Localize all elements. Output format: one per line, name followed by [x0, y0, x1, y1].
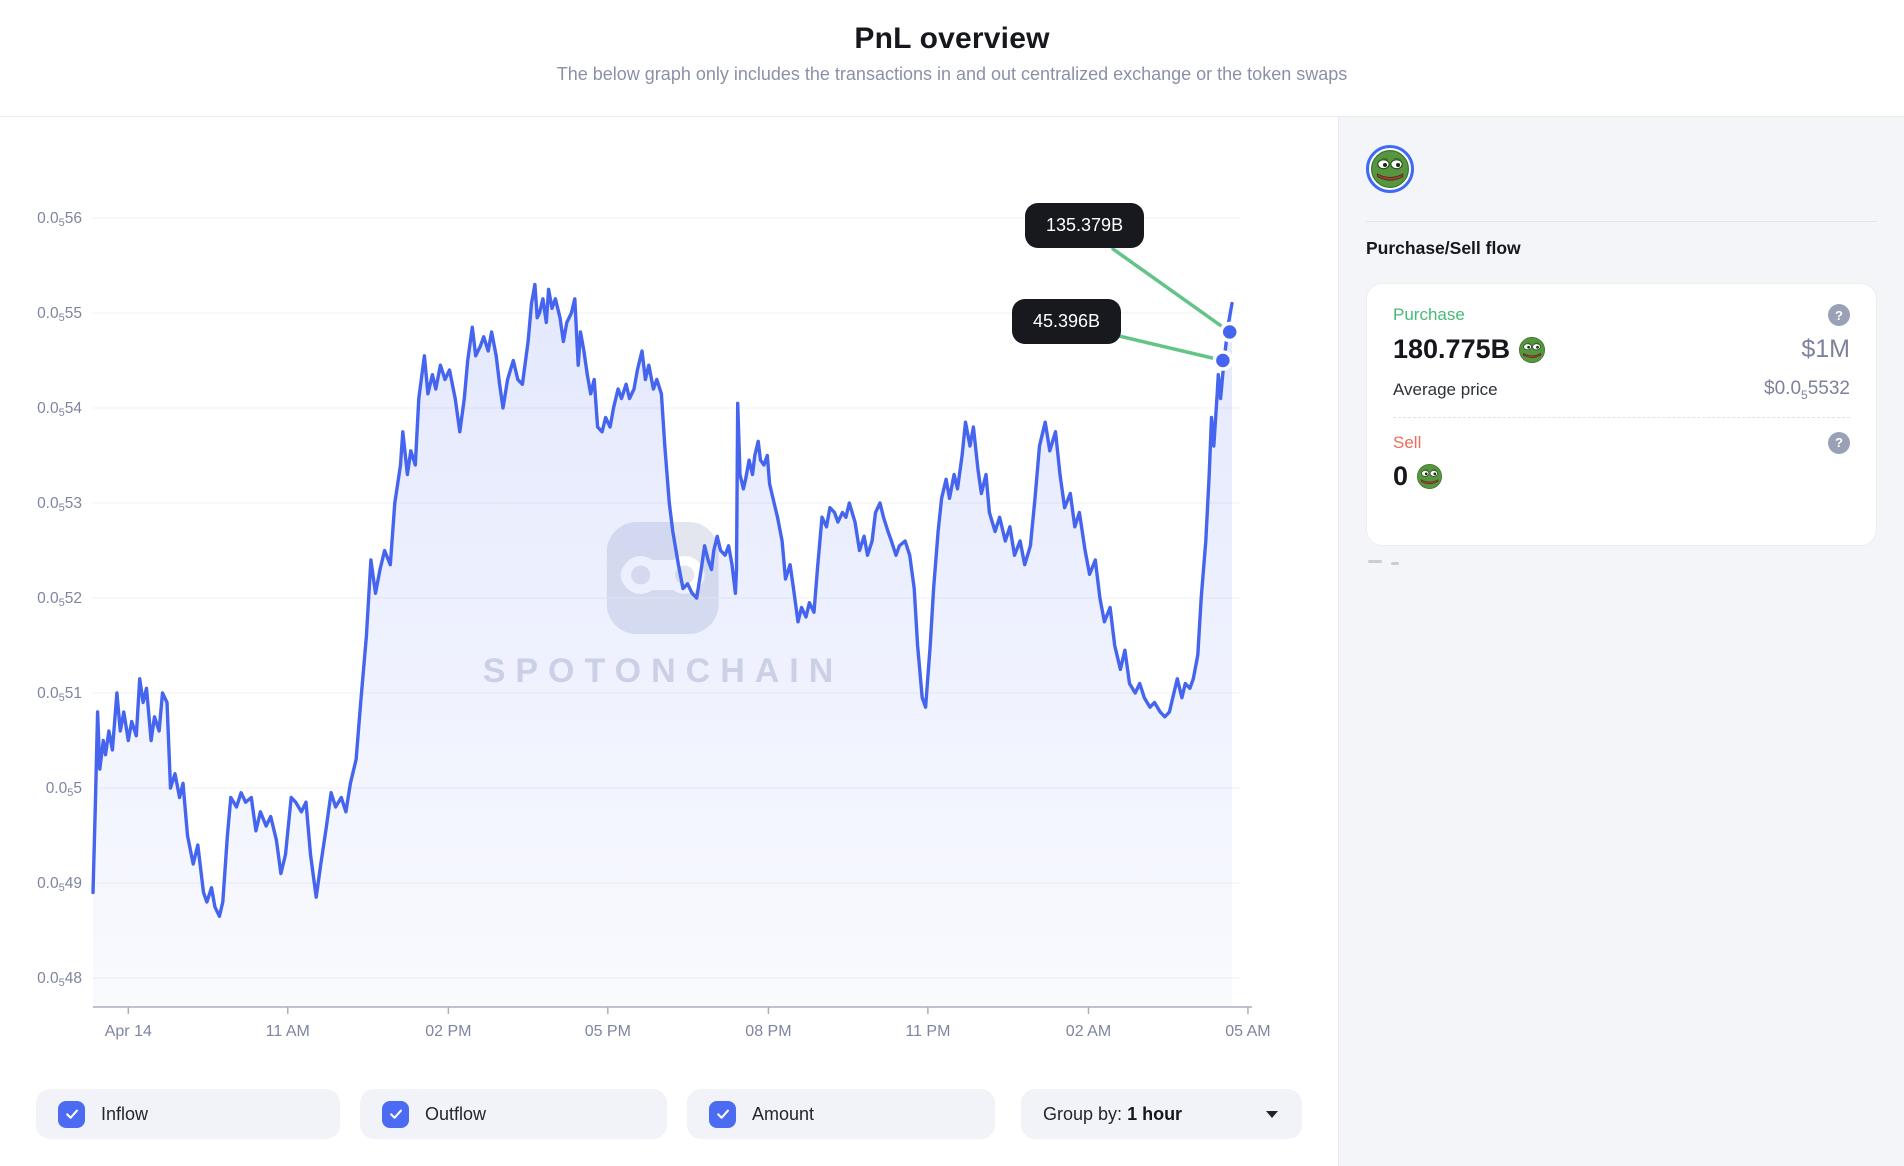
amount-toggle[interactable]: Amount	[687, 1089, 995, 1139]
sell-label: Sell	[1393, 432, 1422, 452]
average-price-label: Average price	[1393, 379, 1498, 399]
sidebar-divider	[1366, 221, 1877, 222]
inflow-checkbox[interactable]	[58, 1100, 85, 1128]
page-subtitle: The below graph only includes the transa…	[556, 64, 1348, 84]
purchase-label: Purchase	[1393, 305, 1465, 324]
check-icon	[65, 1109, 78, 1119]
x-axis-label: 08 PM	[745, 1023, 791, 1040]
end-point-marker	[1219, 321, 1240, 343]
avg-price-subscript: 5	[1801, 387, 1808, 402]
check-icon	[716, 1109, 729, 1119]
y-axis-label: 0.0556	[37, 210, 82, 229]
y-axis-label: 0.0553	[37, 495, 82, 514]
area-fill	[93, 284, 1232, 1007]
outflow-label: Outflow	[425, 1103, 487, 1124]
y-axis-label: 0.0551	[37, 685, 82, 704]
price-line	[91, 282, 1234, 918]
inflow-toggle[interactable]: Inflow	[36, 1089, 340, 1139]
inflow-label: Inflow	[101, 1103, 149, 1124]
amount-label: Amount	[752, 1103, 815, 1124]
x-axis-label: 05 AM	[1225, 1023, 1270, 1040]
purchase-sell-card: Purchase ? 180.775B $1M Average price $0…	[1366, 283, 1877, 546]
partial-scrolled-text	[1368, 560, 1382, 563]
x-axis-label: 02 PM	[425, 1023, 471, 1040]
sell-amount-value: 0	[1393, 460, 1409, 491]
x-axis-label: Apr 14	[105, 1023, 152, 1040]
pepe-icon	[1417, 463, 1443, 489]
chart-controls: Inflow Outflow Amount Group by: 1 hour	[0, 1089, 1338, 1139]
purchase-usd-value: $1M	[1801, 335, 1850, 363]
page-title: PnL overview	[854, 22, 1050, 55]
group-by-value: 1 hour	[1127, 1103, 1183, 1124]
chevron-down-icon	[1266, 1111, 1278, 1118]
group-by-dropdown[interactable]: Group by: 1 hour	[1021, 1089, 1302, 1139]
check-icon	[389, 1109, 402, 1119]
purchase-sell-sidebar[interactable]: Purchase/Sell flow Purchase ? 180.775B $…	[1338, 117, 1904, 1166]
inflow-amount-tooltip: 135.379B	[1025, 203, 1145, 248]
x-axis-label: 11 AM	[266, 1023, 310, 1040]
y-axis-label: 0.0552	[37, 590, 82, 609]
y-axis-label: 0.055	[46, 780, 82, 799]
outflow-amount-tooltip: 45.396B	[1012, 299, 1122, 344]
y-axis-label: 0.0555	[37, 305, 82, 324]
price-line-chart[interactable]: 0.0556 0.0555 0.0554 0.0553 0.0552 0.0551 0.05…	[0, 117, 1338, 1166]
avg-price-digits: 5532	[1807, 378, 1850, 399]
y-axis-label: 0.0548	[37, 970, 82, 989]
tooltip-connector-line	[1117, 334, 1225, 363]
pepe-token-icon	[1366, 145, 1414, 193]
pepe-icon	[1519, 336, 1546, 363]
pnl-chart-panel: SPOTONCHAIN 0.05560.05550.05540.05530.05…	[0, 117, 1338, 1166]
purchase-amount-value: 180.775B	[1393, 334, 1511, 364]
x-axis-label: 05 PM	[585, 1023, 631, 1040]
sell-help-icon[interactable]: ?	[1828, 431, 1850, 454]
group-by-text: Group by: 1 hour	[1043, 1104, 1182, 1125]
purchase-amount: 180.775B	[1393, 334, 1546, 365]
outflow-toggle[interactable]: Outflow	[360, 1089, 667, 1139]
partial-scrolled-text	[1391, 562, 1399, 565]
purchase-sell-flow-heading: Purchase/Sell flow	[1366, 238, 1521, 258]
group-by-label: Group by:	[1043, 1103, 1123, 1124]
y-axis-label: 0.0554	[37, 400, 82, 419]
page-header: PnL overview The below graph only includ…	[0, 0, 1904, 117]
x-axis-label: 02 AM	[1066, 1023, 1111, 1040]
y-axis-label: 0.0549	[37, 875, 82, 894]
dashed-divider	[1393, 416, 1850, 418]
tooltip-connector-line	[1111, 247, 1232, 334]
purchase-help-icon[interactable]: ?	[1828, 304, 1850, 326]
avg-price-prefix: $0.0	[1764, 378, 1802, 399]
outflow-checkbox[interactable]	[382, 1100, 409, 1128]
amount-checkbox[interactable]	[709, 1100, 736, 1128]
sell-amount: 0	[1393, 460, 1443, 492]
end-point-marker	[1212, 350, 1234, 371]
average-price-value: $0.055532	[1764, 378, 1850, 402]
x-axis-label: 11 PM	[905, 1023, 950, 1040]
